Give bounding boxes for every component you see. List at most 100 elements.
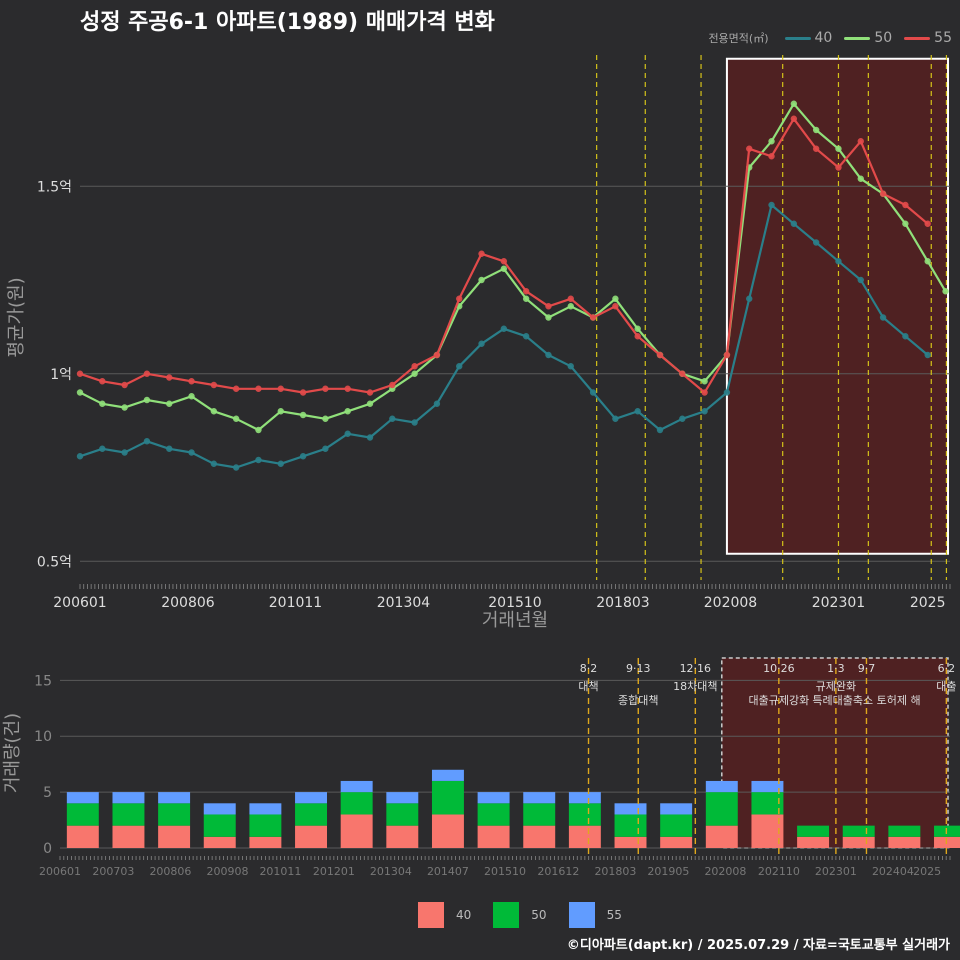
x-tick-label: 200601: [39, 865, 81, 878]
data-point-55: [389, 381, 396, 389]
bar-legend-item-40: 40: [418, 902, 471, 928]
annotation-text: 특례대출축소 토허제 해: [812, 693, 920, 707]
data-point-40: [366, 434, 374, 441]
bar-segment-40: [614, 836, 647, 848]
data-point-50: [924, 258, 931, 265]
data-point-50: [76, 389, 84, 396]
data-point-55: [433, 351, 441, 359]
data-point-55: [746, 145, 753, 152]
x-tick-label: 201011: [269, 595, 322, 611]
data-point-55: [143, 370, 151, 377]
data-point-50: [299, 411, 307, 419]
legend-line-55: [904, 36, 931, 40]
data-point-55: [567, 295, 574, 302]
x-tick-label: 2025: [910, 595, 946, 611]
data-point-40: [857, 276, 864, 284]
data-point-55: [121, 381, 128, 389]
data-point-55: [857, 138, 864, 145]
data-point-40: [232, 464, 240, 471]
legend-label-55: 55: [934, 30, 952, 46]
data-point-40: [389, 415, 396, 422]
volume-chart: 0 5 10 15 8·2 대책 9·13 종합대책 12·16 18차대책 10·26 대출규제강화…: [2, 657, 960, 878]
data-point-55: [522, 288, 530, 295]
bar-segment-40: [66, 825, 99, 848]
data-point-50: [210, 408, 218, 415]
annotation-date: 12·16: [680, 662, 712, 675]
bar-segment-40: [203, 836, 236, 848]
bar-segment-40: [523, 825, 556, 848]
data-point-50: [344, 408, 351, 415]
data-point-40: [210, 460, 218, 467]
annotation-text: 규제완화: [816, 680, 856, 693]
bar-segment-40: [477, 825, 510, 848]
data-point-40: [902, 333, 909, 340]
bar-legend-label-50: 50: [531, 908, 547, 922]
data-point-50: [143, 396, 151, 404]
x-tick-label: 200908: [207, 865, 249, 878]
x-tick-label: 201304: [370, 865, 412, 878]
data-point-40: [812, 239, 820, 246]
bar-segment-50: [112, 803, 145, 826]
x-tick-label: 202301: [815, 865, 857, 878]
price-chart: 0.5억 1억 1.5억 200601 200806 201011 201304 201510…: [6, 55, 951, 631]
data-point-40: [701, 408, 708, 415]
data-point-55: [277, 385, 284, 392]
bar-segment-40: [888, 836, 921, 848]
data-point-40: [589, 389, 597, 396]
bar-segment-50: [340, 792, 373, 815]
data-point-55: [679, 370, 686, 377]
data-point-40: [121, 449, 128, 456]
x-tick-label: 202008: [704, 595, 757, 611]
data-point-55: [879, 190, 887, 197]
x-tick-label: 200806: [161, 595, 215, 611]
legend-bottom: 40 50 55: [418, 902, 622, 928]
data-point-55: [99, 378, 106, 385]
data-point-40: [835, 258, 842, 265]
data-point-50: [478, 276, 485, 284]
bar-segment-50: [249, 814, 282, 837]
x-tick-label: 201011: [259, 865, 301, 878]
data-point-50: [522, 295, 530, 302]
y-tick-label: 5: [43, 785, 52, 801]
data-point-40: [299, 453, 307, 460]
bar-segment-55: [386, 792, 419, 804]
data-point-55: [812, 145, 820, 152]
x-tick-label: 200601: [53, 595, 106, 611]
data-point-40: [99, 445, 106, 452]
data-point-55: [76, 370, 84, 377]
bar-segment-50: [477, 803, 510, 826]
data-point-55: [545, 303, 552, 310]
data-point-55: [456, 295, 463, 302]
x-tick-label: 201407: [427, 865, 469, 878]
data-point-40: [545, 351, 552, 359]
data-point-40: [277, 460, 284, 467]
annotation-date: 8·2: [580, 662, 598, 675]
bar-segment-50: [888, 825, 921, 837]
y-axis-title: 평균가(원): [6, 277, 27, 357]
data-point-40: [679, 415, 686, 422]
y-axis-title: 거래량(건): [2, 713, 23, 793]
annotation-date: 10·26: [763, 662, 795, 675]
annotation-text: 대출규제강화: [748, 694, 809, 707]
x-tick-label: 201304: [377, 595, 431, 611]
bar-segment-40: [295, 825, 327, 848]
annotation-date: 9·13: [626, 662, 651, 675]
bar-segment-55: [477, 792, 510, 804]
legend-item-40: 40: [784, 30, 832, 46]
x-axis-title: 거래년월: [482, 610, 548, 631]
data-point-40: [478, 340, 485, 347]
data-point-50: [121, 404, 128, 411]
bar-segment-40: [386, 825, 419, 848]
bar-segment-40: [568, 825, 601, 848]
data-point-55: [344, 385, 351, 392]
data-point-40: [188, 449, 195, 456]
data-point-40: [612, 415, 619, 422]
series-line-50: [79, 102, 947, 432]
data-point-55: [166, 374, 173, 381]
bar-segment-55: [203, 803, 236, 815]
footer-credit: ©디아파트(dapt.kr) / 2025.07.29 / 자료=국토교통부 실…: [566, 938, 950, 953]
data-point-50: [188, 393, 195, 400]
data-point-40: [456, 363, 463, 370]
legend-item-55: 55: [904, 30, 952, 46]
